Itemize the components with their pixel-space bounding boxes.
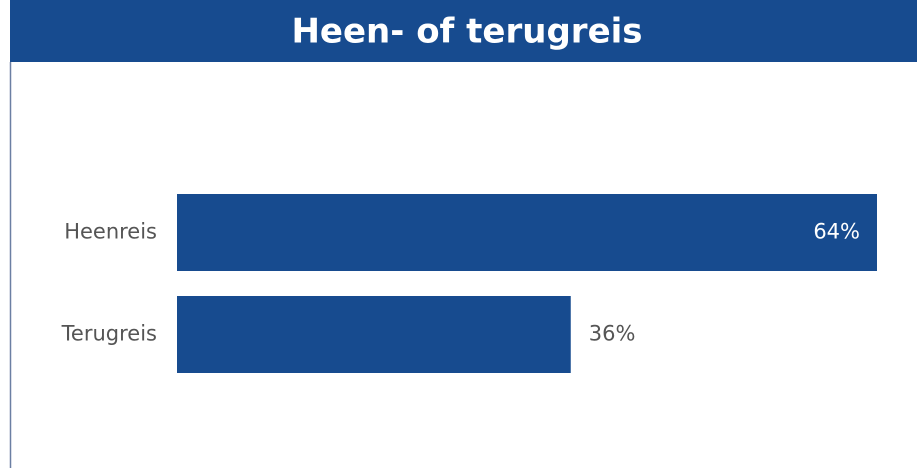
category-label: Terugreis	[61, 322, 157, 346]
title-bar	[10, 0, 917, 62]
bar	[177, 296, 571, 373]
value-label: 36%	[589, 322, 636, 346]
chart-title: Heen- of terugreis	[291, 12, 642, 52]
category-label: Heenreis	[64, 220, 157, 244]
bar	[177, 194, 877, 271]
value-label: 64%	[813, 220, 860, 244]
